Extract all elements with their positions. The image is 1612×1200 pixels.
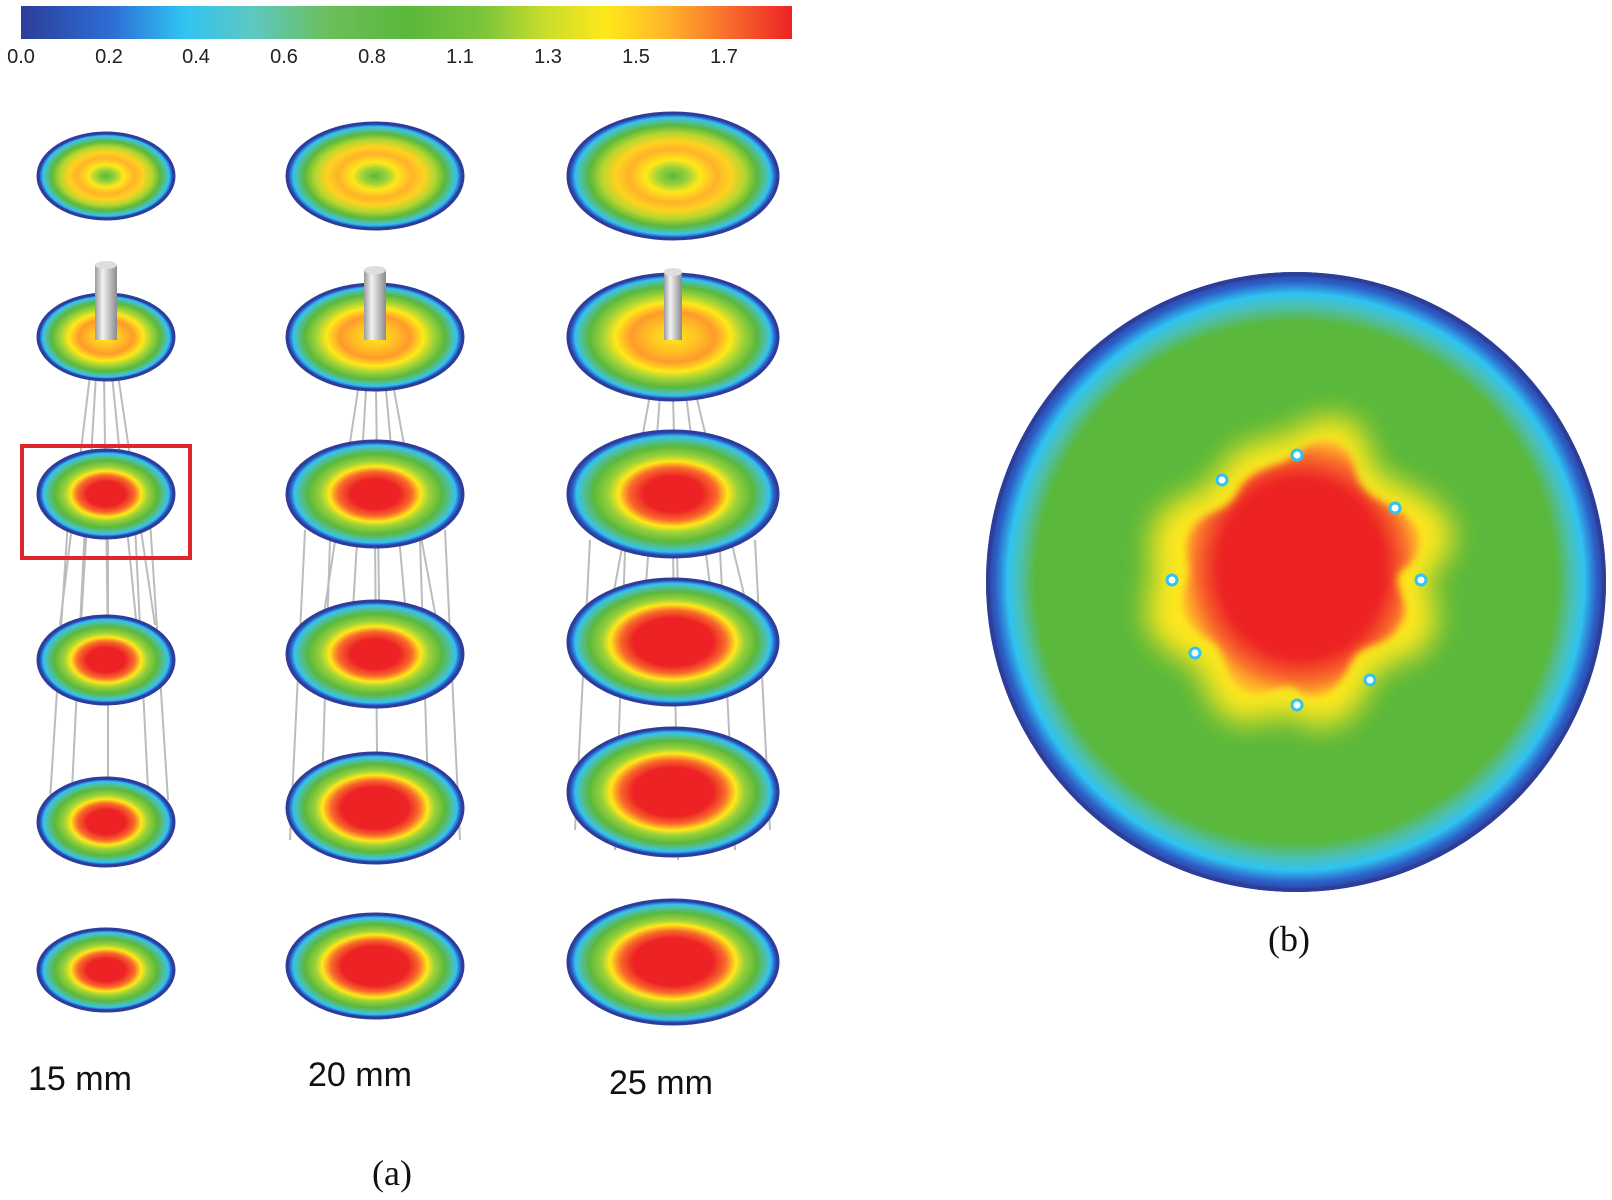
slice-25mm-4 [566, 577, 780, 707]
column-20mm [285, 121, 465, 1020]
colorbar-tick: 0.2 [95, 46, 123, 68]
column-label-15mm: 15 mm [28, 1060, 132, 1098]
column-label-25mm: 25 mm [609, 1064, 713, 1102]
colorbar-tick: 0.4 [182, 46, 210, 68]
slice-25mm-6 [566, 898, 780, 1026]
rod [95, 265, 117, 340]
colorbar-tick: 1.3 [534, 46, 562, 68]
colorbar-tick: 1.5 [622, 46, 650, 68]
column-label-20mm: 20 mm [308, 1056, 412, 1094]
rod [664, 272, 682, 340]
slice-25mm-5 [566, 726, 780, 858]
slice-15mm-1 [36, 131, 176, 221]
colorbar-tick: 0.8 [358, 46, 386, 68]
colorbar-tick: 0.6 [270, 46, 298, 68]
colorbar-tick: 1.7 [710, 46, 738, 68]
slice-15mm-3 [36, 448, 176, 540]
slice-20mm-5 [285, 751, 465, 865]
rod [364, 270, 386, 340]
panel-b-label: (b) [1268, 919, 1310, 959]
slice-25mm-1 [566, 111, 780, 241]
slice-20mm-4 [285, 599, 465, 709]
slice-20mm-6 [285, 912, 465, 1020]
hot-core [1182, 440, 1420, 696]
slice-15mm-6 [36, 927, 176, 1013]
slice-20mm-3 [285, 439, 465, 549]
colorbar-tick: 0.0 [7, 46, 35, 68]
panel-a-label: (a) [372, 1153, 412, 1193]
probe-holes [1165, 448, 1428, 712]
slice-20mm-1 [285, 121, 465, 231]
slice-25mm-3 [566, 429, 780, 559]
column-15mm [20, 131, 192, 1013]
colorbar-tick: 1.1 [446, 46, 474, 68]
slice-15mm-4 [36, 614, 176, 706]
colorbar [21, 6, 792, 39]
column-25mm [566, 111, 780, 1026]
panel-b-slice [986, 272, 1606, 892]
slice-15mm-5 [36, 776, 176, 868]
highlight-box [20, 444, 192, 560]
